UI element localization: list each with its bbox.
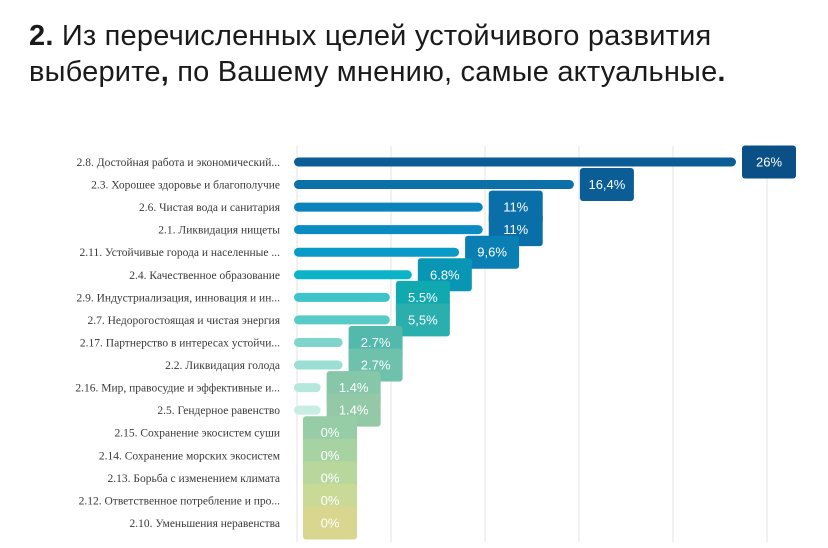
bar bbox=[294, 157, 736, 167]
category-label: 2.12. Ответственное потребление и про... bbox=[79, 495, 281, 507]
value-label: 16,4% bbox=[588, 177, 625, 192]
bar bbox=[294, 360, 343, 370]
value-label: 11% bbox=[503, 200, 528, 215]
question-title: 2. Из перечисленных целей устойчивого ра… bbox=[29, 18, 819, 90]
category-label: 2.4. Качественное образование bbox=[129, 270, 280, 282]
category-label: 2.1. Ликвидация нищеты bbox=[158, 225, 280, 237]
value-label: 5,5% bbox=[408, 312, 438, 327]
bar bbox=[294, 405, 321, 415]
category-label: 2.5. Гендерное равенство bbox=[157, 405, 280, 417]
category-label: 2.2. Ликвидация голода bbox=[165, 360, 280, 372]
bar bbox=[294, 202, 483, 212]
category-label: 2.7. Недорогостоящая и чистая энергия bbox=[88, 315, 281, 327]
value-label: 2.7% bbox=[361, 335, 391, 350]
value-label: 26% bbox=[756, 155, 782, 170]
bar bbox=[294, 383, 321, 393]
question-period: . bbox=[717, 56, 726, 88]
bar bbox=[294, 247, 460, 257]
category-label: 2.6. Чистая вода и санитария bbox=[139, 202, 281, 214]
bar bbox=[294, 292, 390, 302]
value-label-box bbox=[303, 506, 357, 540]
question-number: 2. bbox=[29, 20, 54, 52]
question-comma: , bbox=[160, 56, 169, 88]
category-label: 2.3. Хорошее здоровье и благополучие bbox=[91, 180, 280, 192]
value-label: 0% bbox=[321, 470, 340, 485]
value-label: 6.8% bbox=[430, 267, 460, 282]
question-text-part1: Из перечисленных целей устойчивого разви… bbox=[29, 20, 712, 88]
category-label: 2.9. Индустриализация, инновация и ин... bbox=[77, 292, 281, 304]
category-label: 2.16. Мир, правосудие и эффективные и... bbox=[75, 383, 280, 395]
category-label: 2.17. Партнерство в интересах устойчи... bbox=[80, 337, 280, 349]
value-label-box bbox=[579, 168, 634, 202]
bar bbox=[294, 180, 574, 190]
bar bbox=[294, 270, 412, 280]
value-label-box bbox=[742, 145, 796, 179]
category-label: 2.11. Устойчивые города и населенные ... bbox=[80, 247, 281, 259]
value-label-box bbox=[395, 303, 450, 337]
value-label: 9,6% bbox=[477, 245, 507, 260]
value-label-box bbox=[465, 235, 520, 269]
bar bbox=[294, 337, 343, 347]
category-label: 2.14. Сохранение морских экосистем bbox=[99, 450, 281, 462]
value-label: 2.7% bbox=[361, 358, 391, 373]
category-label: 2.15. Сохранение экосистем суши bbox=[115, 428, 281, 440]
value-label: 5.5% bbox=[408, 290, 438, 305]
bar bbox=[294, 315, 390, 325]
category-label: 2.13. Борьба с изменением климата bbox=[107, 473, 280, 485]
value-label: 1.4% bbox=[339, 380, 369, 395]
bar bbox=[294, 225, 483, 235]
question-text-part2: по Вашему мнению, самые актуальные bbox=[168, 56, 718, 88]
value-label: 11% bbox=[503, 222, 528, 237]
category-label: 2.8. Достойная работа и экономический... bbox=[77, 157, 281, 169]
value-label: 0% bbox=[321, 425, 340, 440]
value-label: 0% bbox=[321, 515, 340, 530]
value-label: 0% bbox=[321, 493, 340, 508]
value-label: 1.4% bbox=[339, 403, 369, 418]
category-label: 2.10. Уменьшения неравенства bbox=[130, 518, 280, 530]
value-label: 0% bbox=[321, 448, 340, 463]
